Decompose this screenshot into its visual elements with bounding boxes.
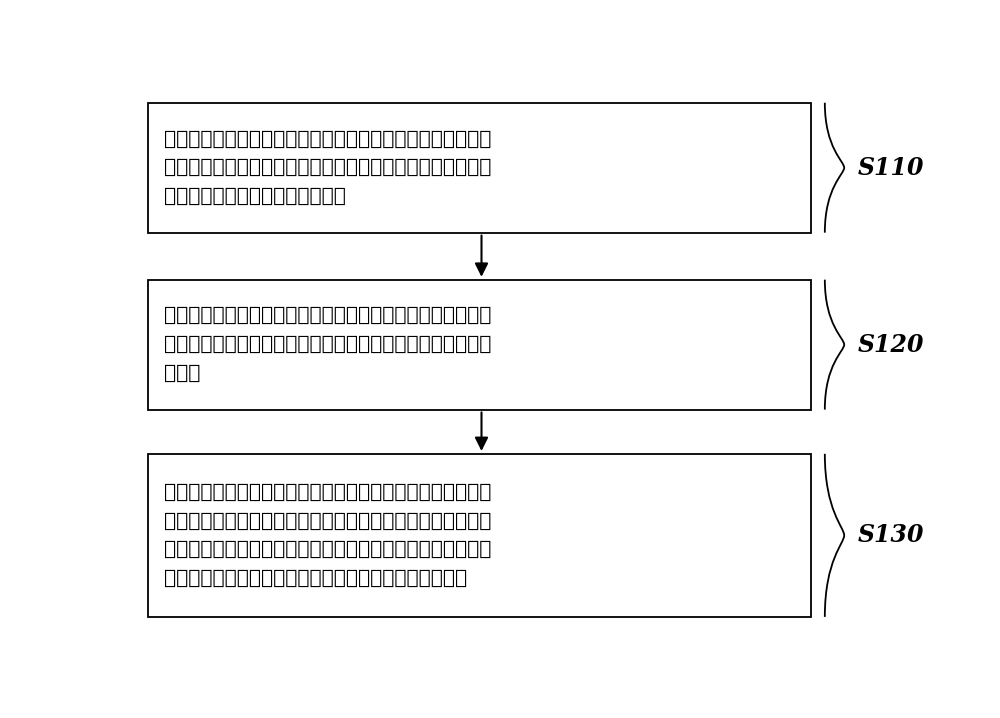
Bar <box>148 454 811 617</box>
Text: S130: S130 <box>858 523 925 547</box>
Text: S110: S110 <box>858 156 925 180</box>
Bar <box>148 103 811 233</box>
Text: 在第二时间区间之后的第三时间区间内，把配置在第二频带上
的第一组发射通道中的至少一个发射通道配置到第一频带上；
或者在第三时间区间内，把配置在第三组天线单元上的: 在第二时间区间之后的第三时间区间内，把配置在第二频带上 的第一组发射通道中的至少… <box>164 482 491 588</box>
Bar <box>148 280 811 409</box>
Text: 在第一时间区间内，第一组发射通道在第一频带上以第一通道
带宽通过第一组天线单元向第一地理区域发射信号，第一通道
带宽小于或者等于第一频带的宽度: 在第一时间区间内，第一组发射通道在第一频带上以第一通道 带宽通过第一组天线单元向… <box>164 129 491 206</box>
Text: 在第一时间区间之后的第二时间区间内，在第二频带上使用第
一组发射通道或者在第三组天线单元上使用第一组发射通道发
射信号: 在第一时间区间之后的第二时间区间内，在第二频带上使用第 一组发射通道或者在第三组… <box>164 307 491 383</box>
Text: S120: S120 <box>858 332 925 357</box>
